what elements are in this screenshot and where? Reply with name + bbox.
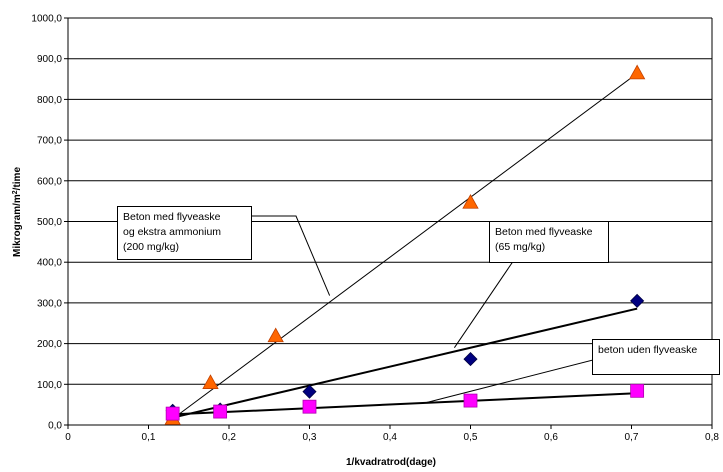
y-axis-label-main: Mikrogram/m [12,194,23,257]
triangle-marker [267,327,284,343]
y-tick-labels: 0,0 100,0 200,0 300,0 400,0 500,0 600,0 700,0 80… [31,14,62,432]
square-marker [463,393,478,408]
x-tick-label: 0 [65,432,71,443]
y-tick-label: 900,0 [37,54,62,65]
y-tick-label: 600,0 [37,176,62,187]
y-axis-label-tail: /time [12,167,23,191]
gridlines [68,17,712,385]
x-tick-label: 0,3 [303,432,317,443]
x-axis-label: 1/kvadratrod(dage) [346,457,436,468]
y-tick-label: 0,0 [48,421,62,432]
diamond-marker [630,293,645,308]
callout-leader [252,215,331,296]
y-tick-label: 500,0 [37,217,62,228]
triangle-marker [628,64,646,80]
square-marker [302,399,317,414]
trendline [172,392,638,416]
x-tick-labels: 0 0,1 0,2 0,3 0,4 0,5 0,6 0,7 0,8 [65,432,719,443]
data-markers [164,64,646,425]
triangle-marker [462,193,479,209]
diamond-marker [463,352,478,367]
x-tick-label: 0,5 [464,432,478,443]
x-tick-label: 0,6 [544,432,558,443]
y-axis-label: Mikrogram/m2/time [12,167,24,257]
x-tick-label: 0,7 [625,432,639,443]
trendline [172,72,638,420]
x-tick-label: 0,2 [222,432,236,443]
y-tick-label: 400,0 [37,258,62,269]
y-tick-label: 200,0 [37,339,62,350]
diamond-marker [302,384,317,399]
y-tick-label: 800,0 [37,95,62,106]
y-tick-label: 700,0 [37,136,62,147]
callout-flyveaske-series: Beton med flyveaske (65 mg/kg) [489,221,609,263]
square-marker [630,383,645,398]
triangle-marker [202,374,219,389]
y-tick-label: 1000,0 [31,14,62,25]
y-axis-label-sup: 2 [12,190,19,194]
y-tick-label: 300,0 [37,298,62,309]
x-tick-label: 0,4 [383,432,397,443]
x-tick-label: 0,1 [142,432,156,443]
trendline [172,307,638,419]
callout-ammonium-series: Beton med flyveaske og ekstra ammonium (… [117,206,252,260]
trendlines [172,72,638,420]
x-tick-label: 0,8 [705,432,719,443]
callout-uden-flyveaske-series: beton uden flyveaske [592,339,720,375]
y-tick-label: 100,0 [37,380,62,391]
square-marker [165,406,180,421]
square-marker [213,404,228,419]
